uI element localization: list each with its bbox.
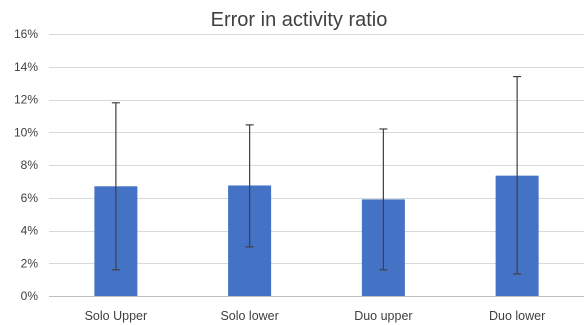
y-tick-label: 2% xyxy=(21,256,39,270)
x-tick-label: Solo lower xyxy=(220,309,278,323)
x-axis-ticks: Solo Upper Solo lower Duo upper Duo lower xyxy=(85,309,546,323)
x-tick-label: Duo upper xyxy=(354,309,412,323)
y-tick-label: 4% xyxy=(21,224,39,238)
x-tick-label: Solo Upper xyxy=(85,309,148,323)
y-tick-label: 12% xyxy=(14,93,38,107)
y-tick-label: 14% xyxy=(14,60,38,74)
y-axis-ticks: 0% 2% 4% 6% 8% 10% 12% 14% 16% xyxy=(14,27,38,303)
y-tick-label: 8% xyxy=(21,158,39,172)
y-tick-label: 6% xyxy=(21,191,39,205)
error-bars xyxy=(111,75,522,275)
chart-title: Error in activity ratio xyxy=(211,9,388,31)
y-tick-label: 10% xyxy=(14,125,38,139)
y-tick-label: 16% xyxy=(14,27,38,41)
bars xyxy=(94,175,539,296)
x-tick-label: Duo lower xyxy=(489,309,545,323)
gridlines xyxy=(49,34,584,297)
y-tick-label: 0% xyxy=(21,289,39,303)
